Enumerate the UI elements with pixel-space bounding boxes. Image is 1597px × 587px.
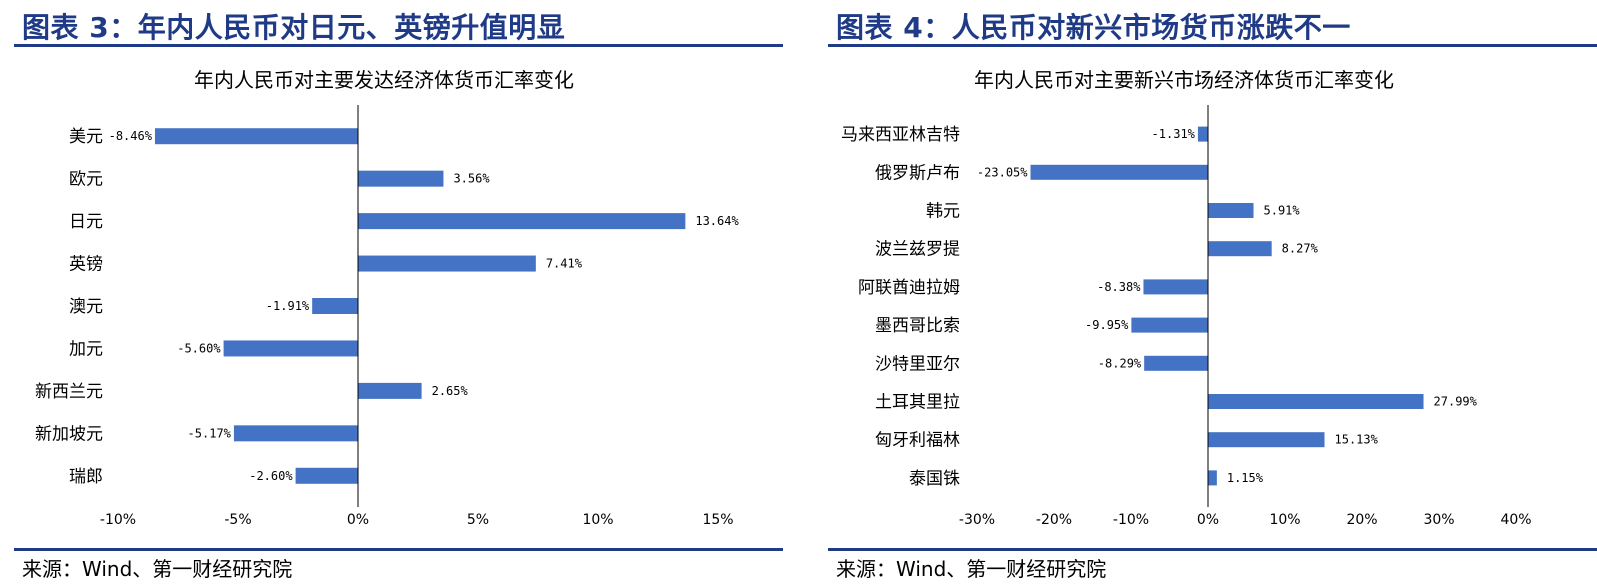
category-label: 俄罗斯卢布 (875, 163, 960, 183)
data-label: -9.95% (1085, 318, 1129, 332)
data-label: -2.60% (249, 469, 293, 483)
category-label: 土耳其里拉 (875, 393, 960, 413)
figure-panel-left: 图表 3：年内人民币对日元、英镑升值明显 年内人民币对主要发达经济体货币汇率变化… (0, 0, 783, 587)
data-label: -1.91% (266, 299, 310, 313)
category-label: 波兰兹罗提 (875, 240, 960, 260)
data-label: 7.41% (546, 257, 583, 271)
bar (223, 340, 358, 357)
figure-title: 图表 3：年内人民币对日元、英镑升值明显 (22, 11, 566, 44)
data-label: 27.99% (1434, 395, 1478, 409)
category-label: 加元 (69, 339, 103, 359)
category-label: 欧元 (69, 170, 103, 190)
data-label: -8.38% (1097, 280, 1141, 294)
data-label: 5.91% (1264, 204, 1301, 218)
x-tick-label: 15% (702, 512, 733, 528)
bar (295, 467, 358, 484)
bar (1144, 355, 1208, 371)
data-label: 8.27% (1282, 242, 1319, 256)
category-label: 瑞郎 (69, 467, 103, 487)
bar (358, 382, 422, 399)
x-tick-label: 30% (1423, 512, 1454, 528)
figure-panel-right: 图表 4：人民币对新兴市场货币涨跌不一 年内人民币对主要新兴市场经济体货币汇率变… (814, 0, 1597, 587)
category-label: 日元 (69, 212, 103, 232)
title-rule (14, 44, 783, 47)
source-note: 来源：Wind、第一财经研究院 (836, 557, 1107, 581)
bar (358, 213, 686, 230)
data-label: -1.31% (1152, 127, 1196, 141)
bar (1143, 279, 1208, 295)
bar (1208, 203, 1254, 218)
x-tick-label: 0% (1197, 512, 1219, 528)
x-tick-label: -5% (224, 512, 251, 528)
data-label: -5.60% (177, 341, 221, 355)
bar (1208, 394, 1424, 409)
x-tick-label: -20% (1036, 512, 1072, 528)
chart-title: 年内人民币对主要发达经济体货币汇率变化 (194, 68, 574, 92)
data-label: -8.46% (109, 129, 153, 143)
data-label: 3.56% (453, 172, 490, 186)
data-label: 15.13% (1335, 433, 1379, 447)
source-rule (14, 548, 783, 551)
data-label: -5.17% (188, 426, 232, 440)
category-label: 英镑 (69, 255, 103, 275)
category-label: 墨西哥比索 (875, 316, 960, 336)
data-label: 1.15% (1227, 471, 1264, 485)
x-tick-label: -30% (959, 512, 995, 528)
category-label: 韩元 (926, 202, 960, 222)
bar (358, 255, 536, 272)
data-label: -8.29% (1098, 356, 1142, 370)
x-tick-label: 0% (347, 512, 369, 528)
bar (1197, 126, 1208, 142)
bar (1131, 317, 1208, 333)
category-label: 匈牙利福林 (875, 431, 960, 451)
x-tick-label: -10% (100, 512, 136, 528)
bar (1030, 164, 1208, 180)
x-tick-label: 20% (1346, 512, 1377, 528)
category-label: 新西兰元 (35, 382, 103, 402)
title-rule (828, 44, 1597, 47)
x-tick-label: 5% (467, 512, 489, 528)
source-note: 来源：Wind、第一财经研究院 (22, 557, 293, 581)
bar (233, 425, 358, 442)
bar (358, 170, 444, 187)
x-tick-label: 10% (1269, 512, 1300, 528)
bar (1208, 432, 1325, 448)
bar (1208, 470, 1217, 486)
category-label: 澳元 (69, 297, 103, 317)
category-label: 马来西亚林吉特 (841, 125, 960, 145)
bar (1208, 241, 1272, 257)
chart-title: 年内人民币对主要新兴市场经济体货币汇率变化 (974, 68, 1394, 92)
category-label: 阿联酋迪拉姆 (858, 278, 960, 298)
x-tick-label: 10% (582, 512, 613, 528)
data-label: 2.65% (432, 384, 469, 398)
category-label: 泰国铢 (909, 469, 960, 489)
x-tick-label: 40% (1500, 512, 1531, 528)
data-label: 13.64% (695, 214, 739, 228)
x-tick-label: -10% (1113, 512, 1149, 528)
category-label: 沙特里亚尔 (875, 354, 960, 374)
category-label: 美元 (69, 127, 103, 147)
category-label: 新加坡元 (35, 424, 103, 444)
bar (154, 128, 358, 145)
figure-title: 图表 4：人民币对新兴市场货币涨跌不一 (836, 11, 1351, 44)
data-label: -23.05% (977, 165, 1028, 179)
source-rule (828, 548, 1597, 551)
bar (312, 298, 358, 314)
